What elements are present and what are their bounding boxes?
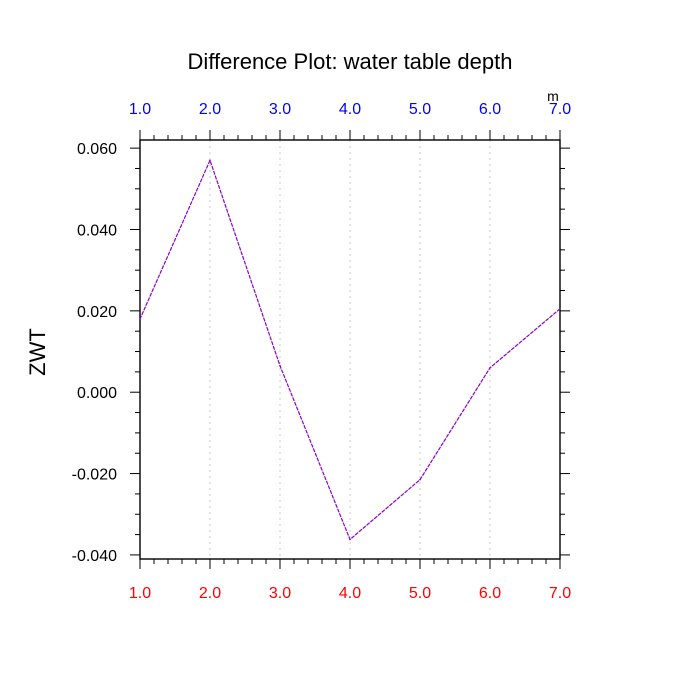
y-tick-label: 0.060 — [77, 141, 117, 158]
data-point — [419, 478, 421, 481]
x-tick-label-bottom: 2.0 — [199, 585, 221, 602]
data-point — [489, 367, 491, 369]
y-tick-label: 0.020 — [77, 304, 117, 321]
y-axis-label: ZWT — [25, 328, 50, 376]
x-tick-label-top: 2.0 — [199, 101, 221, 118]
y-tick-label: -0.020 — [72, 467, 117, 484]
x-tick-label-top: 7.0 — [549, 101, 571, 118]
data-point — [139, 318, 141, 320]
x-tick-label-top: 3.0 — [269, 101, 291, 118]
x-tick-label-top: 5.0 — [409, 101, 431, 118]
x-tick-label-bottom: 1.0 — [129, 585, 151, 602]
x-tick-label-bottom: 6.0 — [479, 585, 501, 602]
data-point — [559, 308, 561, 310]
plot-frame — [139, 139, 561, 560]
series-layer — [139, 159, 561, 541]
y-tick-label: 0.040 — [77, 222, 117, 239]
tick-label-layer: 0.060 0.040 0.020 0.000 -0.020 -0.040 1.0 1.0 2.… — [72, 101, 572, 602]
x-tick-label-bottom: 7.0 — [549, 585, 571, 602]
chart-title: Difference Plot: water table depth — [188, 49, 513, 74]
x-tick-label-top: 1.0 — [129, 101, 151, 118]
x-tick-label-bottom: 3.0 — [269, 585, 291, 602]
data-point — [279, 364, 281, 367]
x-tick-label-top: 6.0 — [479, 101, 501, 118]
x-tick-label-top: 4.0 — [339, 101, 361, 118]
data-point — [349, 538, 351, 541]
units-label: m — [547, 88, 559, 104]
axes-layer — [130, 130, 570, 569]
data-point — [209, 159, 211, 162]
grid-layer — [209, 140, 491, 559]
y-tick-label: -0.040 — [72, 548, 117, 565]
x-tick-label-bottom: 5.0 — [409, 585, 431, 602]
y-tick-label: 0.000 — [77, 385, 117, 402]
x-tick-label-bottom: 4.0 — [339, 585, 361, 602]
